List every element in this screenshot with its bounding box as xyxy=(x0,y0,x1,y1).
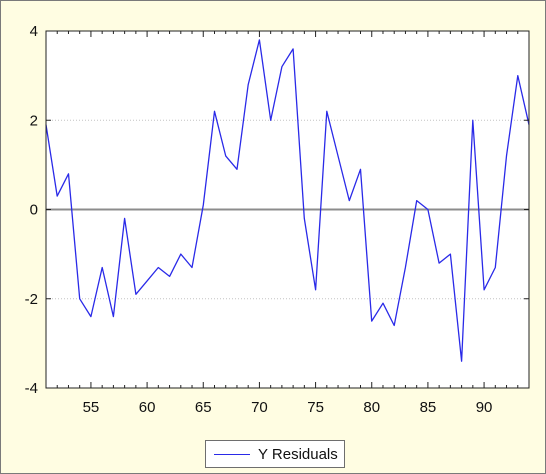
y-tick-label: 4 xyxy=(30,23,38,40)
x-tick-label: 70 xyxy=(251,399,268,416)
legend: Y Residuals xyxy=(205,440,345,468)
x-tick-label: 65 xyxy=(195,399,212,416)
chart-svg: -4 -2 0 2 4 55 60 65 70 75 80 85 90 xyxy=(25,23,530,416)
x-tick-label: 85 xyxy=(420,399,437,416)
x-tick-label: 80 xyxy=(363,399,380,416)
x-tick-label: 60 xyxy=(139,399,156,416)
x-tick-label: 90 xyxy=(476,399,493,416)
legend-label: Y Residuals xyxy=(258,445,338,463)
y-tick-label: 0 xyxy=(30,202,38,219)
legend-swatch xyxy=(214,453,250,455)
y-tick-label: -4 xyxy=(25,380,38,397)
y-tick-label: -2 xyxy=(25,291,38,308)
y-tick-label: 2 xyxy=(30,112,38,129)
series-line-0 xyxy=(45,39,530,362)
x-tick-label: 55 xyxy=(83,399,100,416)
x-tick-label: 75 xyxy=(307,399,324,416)
